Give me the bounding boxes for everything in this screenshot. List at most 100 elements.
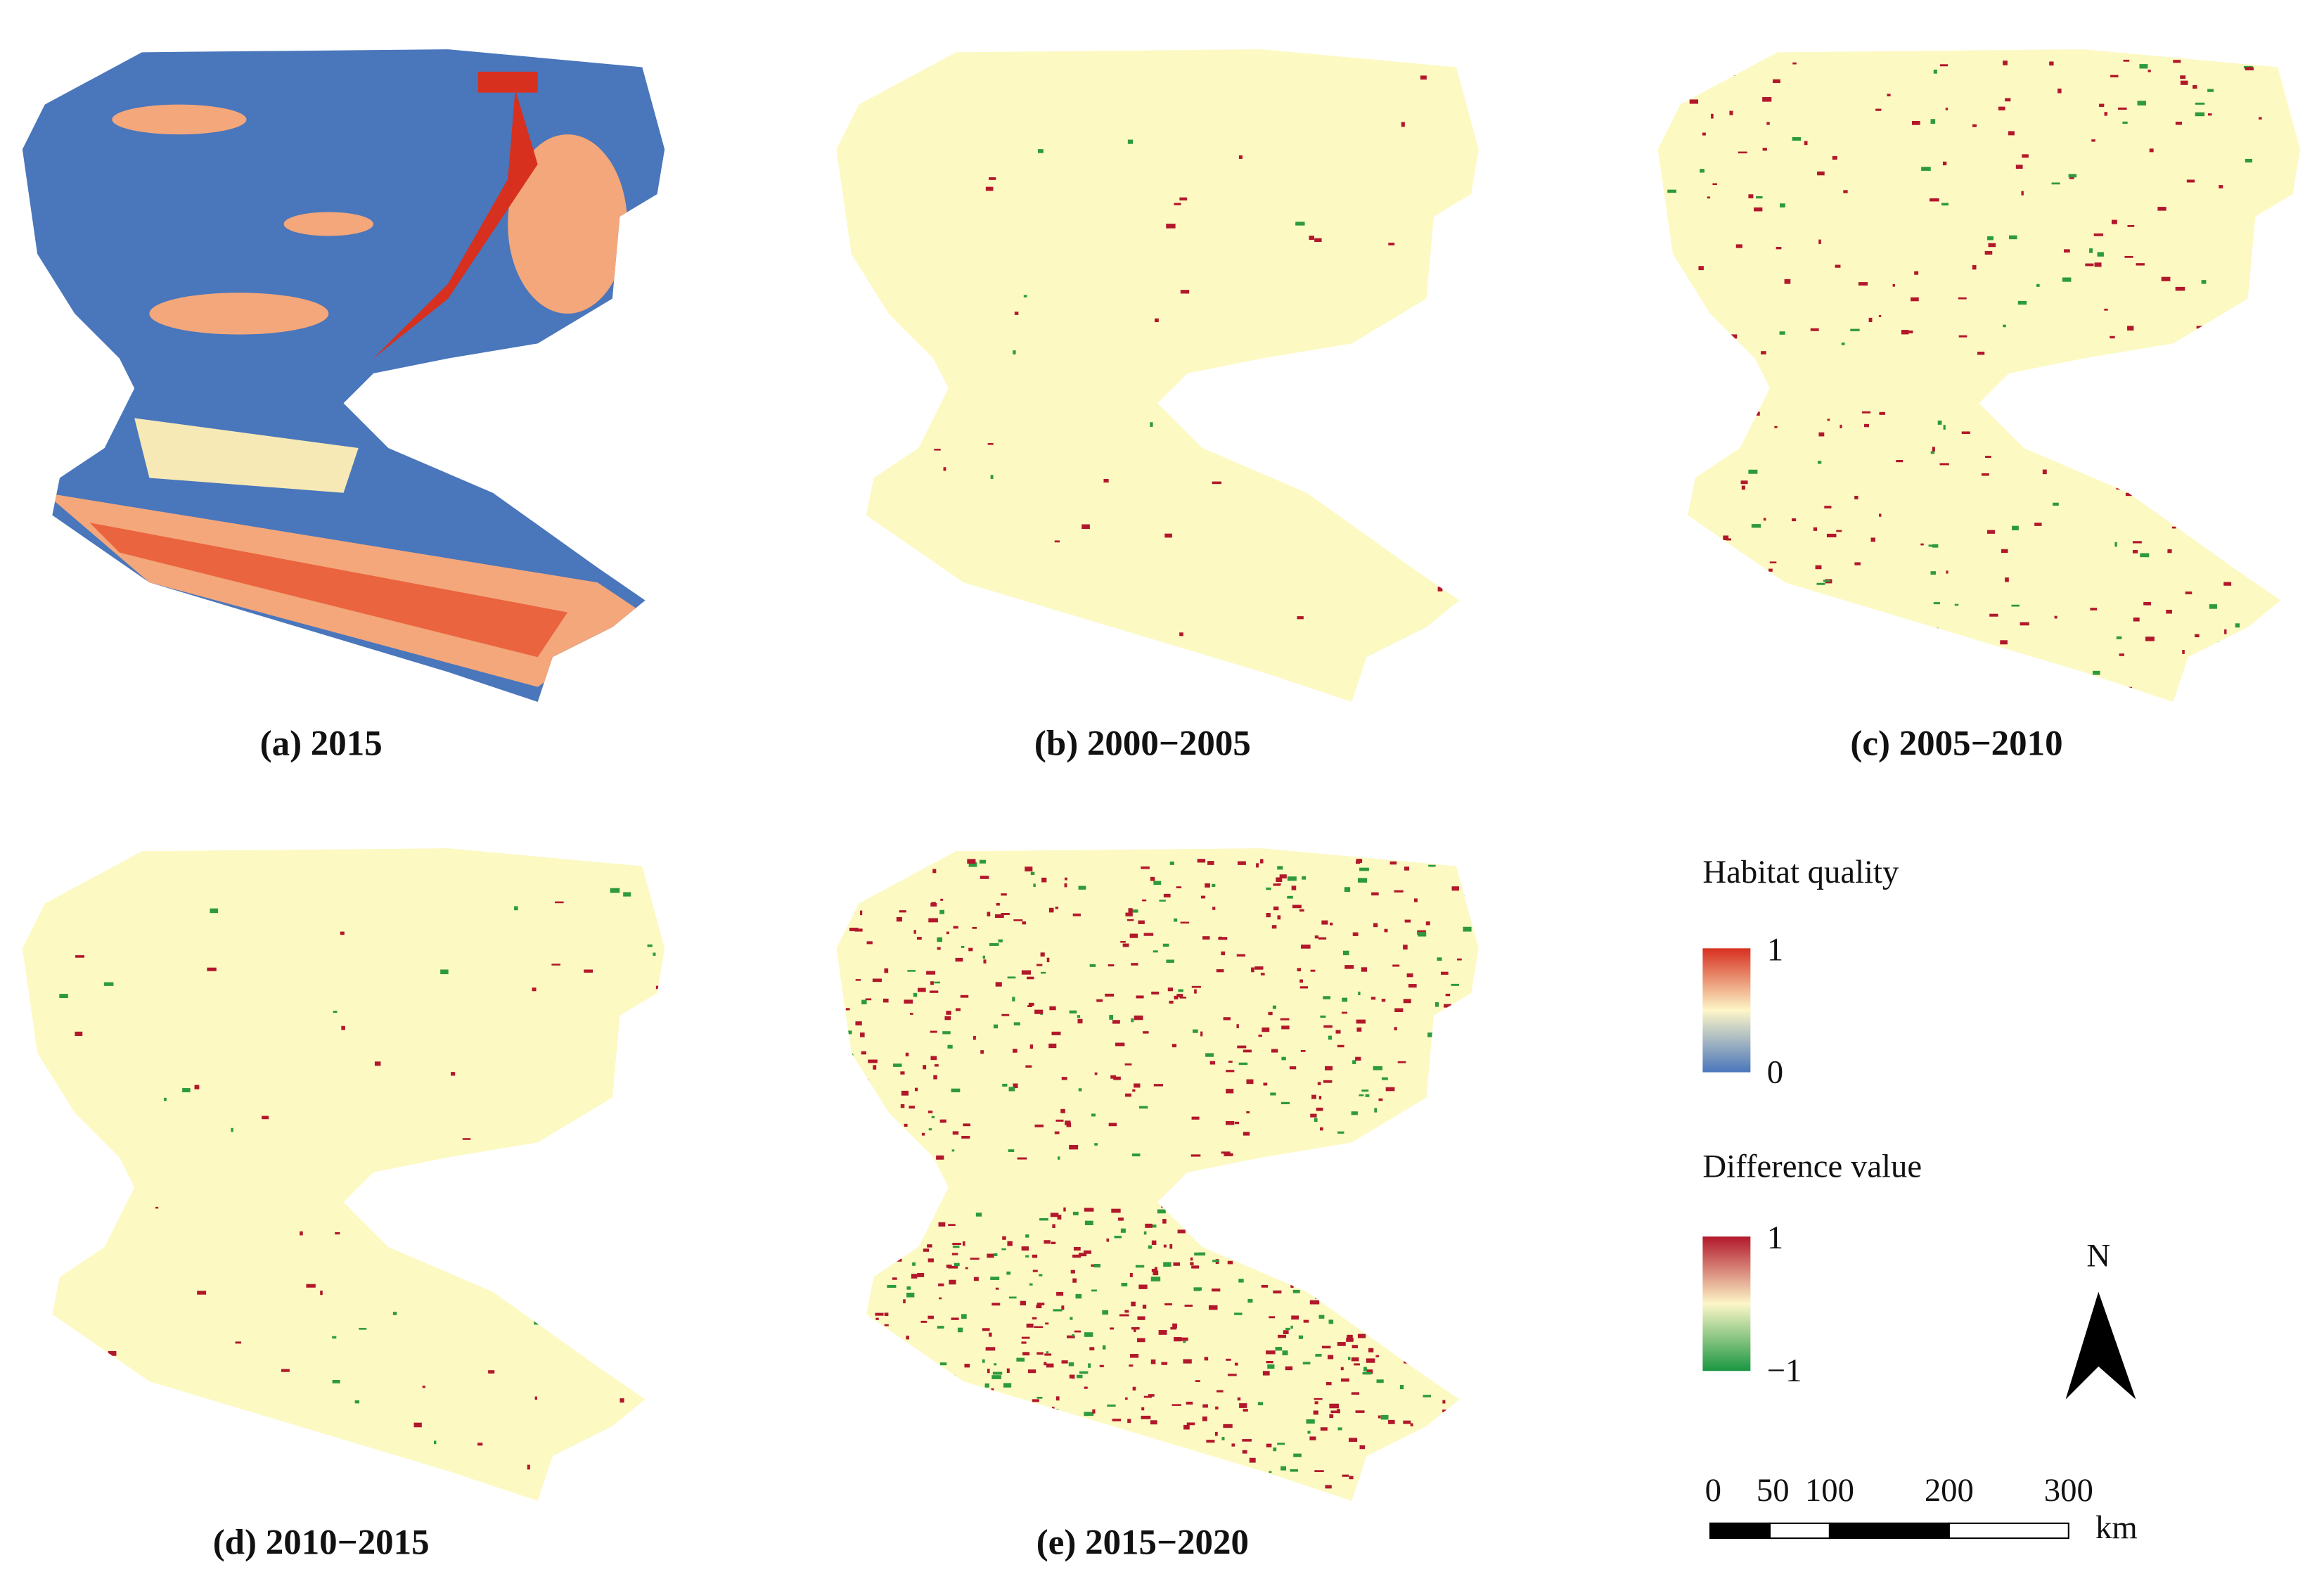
speckle xyxy=(1169,861,1174,865)
speckle xyxy=(2171,526,2176,529)
speckle xyxy=(527,1464,530,1470)
speckle xyxy=(1109,1015,1114,1020)
speckle xyxy=(1273,883,1280,886)
speckle xyxy=(1394,1468,1400,1473)
speckle xyxy=(1150,422,1153,427)
speckle xyxy=(1028,1002,1034,1006)
speckle xyxy=(1031,1466,1034,1469)
speckle xyxy=(1689,99,1699,104)
speckle xyxy=(926,971,936,975)
speckle xyxy=(2132,541,2142,544)
speckle xyxy=(982,1359,985,1363)
speckle xyxy=(2133,618,2140,622)
speckle xyxy=(2167,549,2172,554)
speckle xyxy=(2089,248,2093,253)
speckle xyxy=(1174,995,1179,999)
speckle xyxy=(71,1211,79,1215)
speckle xyxy=(1287,895,1293,899)
speckle xyxy=(1374,1255,1380,1260)
speckle xyxy=(1242,1450,1247,1454)
speckle xyxy=(989,942,999,946)
speckle xyxy=(930,618,935,622)
speckle xyxy=(1921,167,1931,171)
speckle xyxy=(1094,1263,1100,1268)
speckle xyxy=(1128,908,1133,913)
speckle xyxy=(1769,561,1777,563)
speckle xyxy=(1854,495,1858,500)
speckle xyxy=(878,1219,888,1224)
speckle xyxy=(1397,1061,1406,1063)
speckle xyxy=(1923,628,1932,631)
speckle xyxy=(1172,1323,1177,1329)
speckle xyxy=(166,1461,174,1464)
speckle xyxy=(923,1065,927,1070)
speckle xyxy=(2122,121,2128,124)
speckle xyxy=(1412,1478,1420,1483)
speckle xyxy=(897,1381,906,1386)
speckle xyxy=(989,177,996,180)
speckle xyxy=(1430,1099,1438,1101)
legend-title: Difference value xyxy=(1702,1148,1922,1184)
speckle xyxy=(1315,1294,1319,1299)
speckle xyxy=(1461,1092,1469,1096)
speckle xyxy=(980,1050,984,1054)
speckle xyxy=(930,1388,939,1393)
speckle xyxy=(1989,613,1998,617)
speckle xyxy=(1374,1108,1378,1113)
speckle xyxy=(1381,999,1386,1002)
speckle xyxy=(938,1283,944,1286)
speckle xyxy=(1077,1374,1083,1379)
speckle xyxy=(1328,1035,1333,1040)
speckle xyxy=(1890,641,1896,644)
speckle xyxy=(1025,1234,1029,1238)
speckle xyxy=(2036,283,2040,287)
speckle xyxy=(1132,1089,1136,1092)
speckle xyxy=(1434,1002,1439,1007)
speckle xyxy=(1816,582,1825,585)
speckle xyxy=(1038,1440,1043,1443)
speckle xyxy=(1343,1209,1352,1212)
panel-caption: (d) 2010−2015 xyxy=(213,1523,430,1562)
speckle xyxy=(909,1106,915,1109)
speckle xyxy=(1174,203,1181,205)
speckle xyxy=(1337,1342,1346,1346)
speckle xyxy=(1361,967,1368,972)
speckle xyxy=(1058,1156,1060,1160)
speckle xyxy=(1299,986,1309,989)
panel-caption: (b) 2000−2005 xyxy=(1034,724,1251,763)
speckle xyxy=(1448,1217,1456,1222)
speckle xyxy=(1310,969,1316,972)
speckle xyxy=(1079,1371,1089,1374)
speckle xyxy=(1419,1466,1425,1471)
speckle xyxy=(1197,859,1206,863)
speckle xyxy=(955,1008,961,1011)
speckle xyxy=(1330,922,1333,926)
speckle xyxy=(1985,456,1991,459)
speckle xyxy=(1378,1415,1381,1419)
speckle xyxy=(462,1138,471,1140)
speckle xyxy=(1055,1119,1064,1122)
speckle xyxy=(1451,983,1459,986)
speckle xyxy=(1933,602,1940,605)
speckle xyxy=(1077,1015,1081,1018)
speckle xyxy=(561,1221,570,1224)
speckle xyxy=(1110,1327,1115,1330)
speckle xyxy=(990,475,994,479)
speckle xyxy=(917,1272,925,1277)
speckle xyxy=(598,1302,604,1307)
speckle xyxy=(1022,921,1027,925)
speckle xyxy=(1402,1350,1408,1354)
speckle xyxy=(2182,650,2185,654)
speckle xyxy=(1401,1244,1407,1246)
speckle xyxy=(1266,887,1271,890)
speckle xyxy=(993,1253,998,1256)
speckle xyxy=(1415,1115,1422,1120)
speckle xyxy=(2136,263,2145,266)
speckle xyxy=(2175,122,2183,125)
speckle xyxy=(1135,1265,1145,1268)
speckle xyxy=(2127,224,2135,227)
speckle xyxy=(1404,1359,1413,1364)
speckle xyxy=(1268,1011,1273,1016)
speckle xyxy=(1311,1221,1318,1227)
speckle xyxy=(1021,970,1032,975)
